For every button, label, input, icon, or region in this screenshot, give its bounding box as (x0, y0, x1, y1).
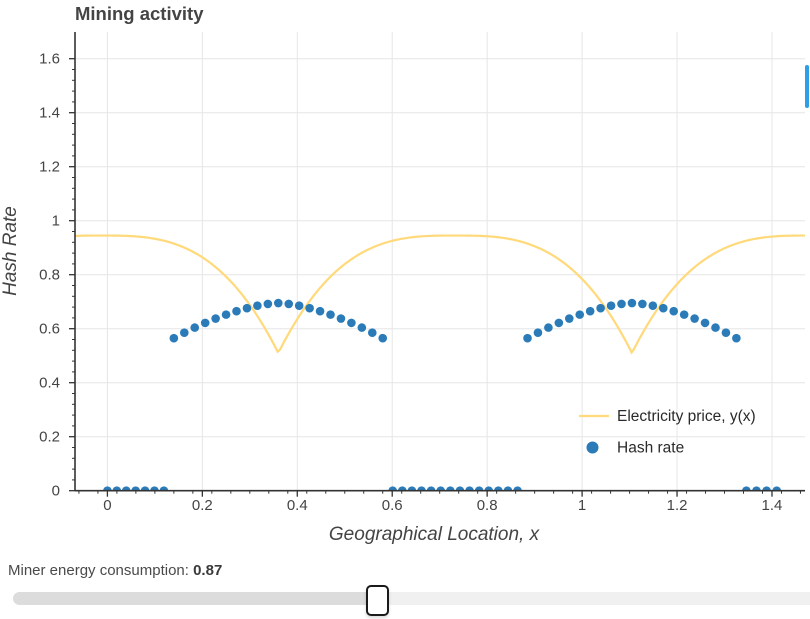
svg-text:0: 0 (52, 483, 60, 500)
svg-text:0.4: 0.4 (39, 375, 60, 392)
svg-text:1.4: 1.4 (39, 105, 60, 122)
svg-text:1.2: 1.2 (667, 497, 688, 514)
svg-text:0.4: 0.4 (287, 497, 308, 514)
svg-text:0.8: 0.8 (477, 497, 498, 514)
svg-text:0.6: 0.6 (382, 497, 403, 514)
svg-text:0.2: 0.2 (39, 429, 60, 446)
svg-text:1: 1 (578, 497, 586, 514)
svg-text:Hash rate: Hash rate (617, 440, 684, 457)
svg-text:1.2: 1.2 (39, 159, 60, 176)
svg-text:1.6: 1.6 (39, 51, 60, 68)
svg-text:0.6: 0.6 (39, 321, 60, 338)
svg-text:1: 1 (52, 213, 60, 230)
svg-text:0.2: 0.2 (192, 497, 213, 514)
svg-text:0.8: 0.8 (39, 267, 60, 284)
svg-text:0: 0 (103, 497, 111, 514)
svg-text:Electricity price, y(x): Electricity price, y(x) (617, 408, 756, 425)
svg-text:1.4: 1.4 (762, 497, 783, 514)
